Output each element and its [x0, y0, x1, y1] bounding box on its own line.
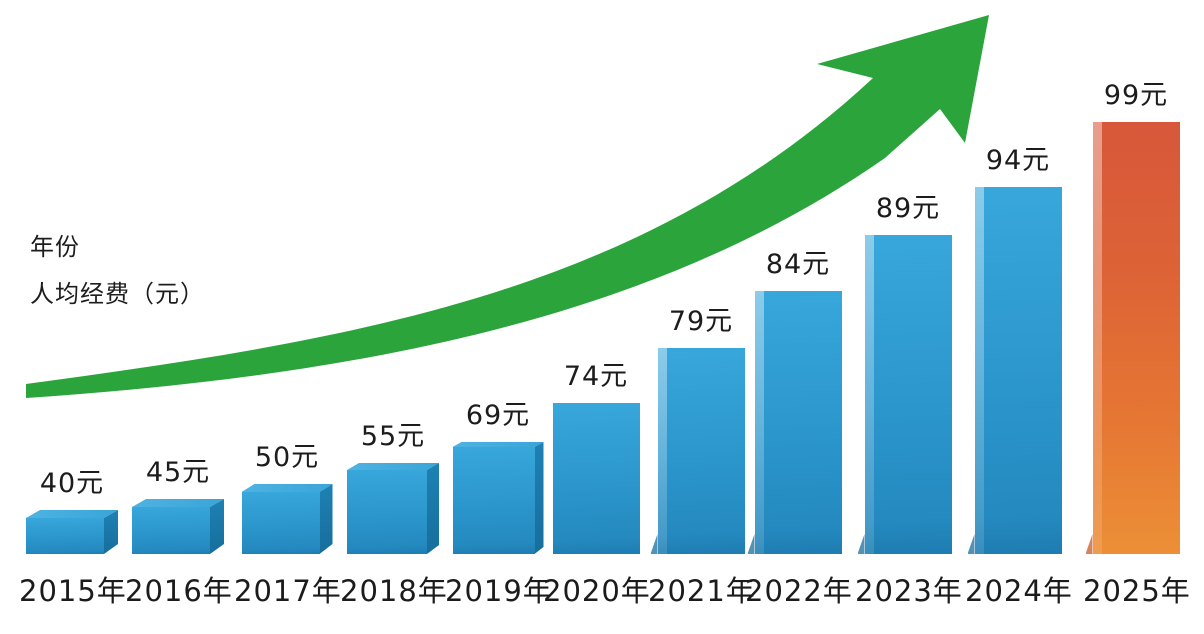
bar-value-label: 45元 — [145, 457, 211, 488]
chart-column: 74元 2020年 — [543, 0, 650, 608]
axis-legend-year: 年份 — [30, 233, 80, 261]
bar-year-label: 2021年 — [648, 574, 756, 608]
bar-left-highlight — [754, 291, 764, 554]
bar-top-face — [453, 442, 544, 447]
bar-side-face — [535, 442, 544, 554]
bar — [347, 470, 427, 554]
bar-face — [132, 507, 210, 554]
bar-value-label: 55元 — [360, 421, 426, 452]
bar-value-label: 74元 — [563, 361, 629, 392]
chart-column: 79元 2021年 — [648, 0, 755, 608]
bar-face — [241, 492, 320, 554]
bar-left-highlight — [1092, 122, 1102, 554]
axis-legend-funding: 人均经费（元） — [30, 280, 205, 308]
bar-face — [754, 291, 842, 554]
bar-year-label: 2015年 — [19, 574, 127, 608]
bar — [241, 492, 320, 554]
trend-arrow-path — [26, 15, 989, 398]
bar — [26, 518, 104, 554]
bar-side-face — [210, 499, 224, 554]
chart-column: 69元 2019年 — [445, 0, 552, 608]
bar-foot — [967, 534, 975, 554]
chart-column: 99元 2025年 — [1083, 0, 1190, 608]
bar-face — [552, 403, 640, 554]
bar — [650, 348, 745, 554]
bar-value-label: 40元 — [39, 468, 105, 499]
bar-value-label: 94元 — [985, 145, 1051, 176]
bar-left-highlight — [974, 187, 984, 554]
bar-face — [347, 470, 427, 554]
bar-left-highlight — [864, 235, 874, 554]
chart-column: 84元 2022年 — [745, 0, 852, 608]
bar-year-label: 2025年 — [1083, 574, 1191, 608]
bar — [967, 187, 1062, 554]
bar-year-label: 2018年 — [340, 574, 448, 608]
bar-value-label: 79元 — [668, 306, 734, 337]
bar-face — [864, 235, 952, 554]
bar-face — [452, 447, 535, 554]
bar-foot — [747, 534, 755, 554]
bar-year-label: 2020年 — [543, 574, 651, 608]
bar — [552, 403, 640, 554]
bar-side-face — [104, 510, 118, 554]
bar — [132, 507, 210, 554]
chart-column: 55元 2018年 — [340, 0, 447, 608]
chart-column: 94元 2024年 — [965, 0, 1072, 608]
bar-side-face — [427, 463, 439, 554]
bar-value-label: 89元 — [875, 193, 941, 224]
bar-value-label: 84元 — [765, 249, 831, 280]
bar — [452, 447, 535, 554]
bar-year-label: 2016年 — [125, 574, 233, 608]
bar — [747, 291, 842, 554]
bar-year-label: 2019年 — [445, 574, 553, 608]
bar-year-label: 2023年 — [855, 574, 963, 608]
bar-face — [26, 518, 104, 554]
bar-foot — [857, 534, 865, 554]
bar — [1085, 122, 1180, 554]
bar — [857, 235, 952, 554]
bar-left-highlight — [657, 348, 667, 554]
bar-top-face — [132, 499, 224, 507]
bar-value-label: 99元 — [1103, 80, 1169, 111]
bar-face-highlight — [1092, 122, 1180, 554]
bar-year-label: 2022年 — [745, 574, 853, 608]
bar-side-face — [320, 484, 333, 554]
bar-foot — [1085, 534, 1093, 554]
bar-top-face — [347, 463, 439, 470]
bar-face — [974, 187, 1062, 554]
bar-year-label: 2017年 — [234, 574, 342, 608]
bar-foot — [650, 534, 658, 554]
chart-column: 50元 2017年 — [234, 0, 341, 608]
axis-legend: 年份 人均经费（元） — [30, 224, 205, 318]
bar-top-face — [242, 484, 333, 492]
bar-top-face — [26, 510, 118, 518]
bar-face — [657, 348, 745, 554]
chart-column: 40元 2015年 — [19, 0, 126, 608]
bar-value-label: 50元 — [254, 442, 320, 473]
bar-value-label: 69元 — [465, 400, 531, 431]
bar-year-label: 2024年 — [965, 574, 1073, 608]
chart-column: 89元 2023年 — [855, 0, 962, 608]
chart-column: 45元 2016年 — [125, 0, 232, 608]
